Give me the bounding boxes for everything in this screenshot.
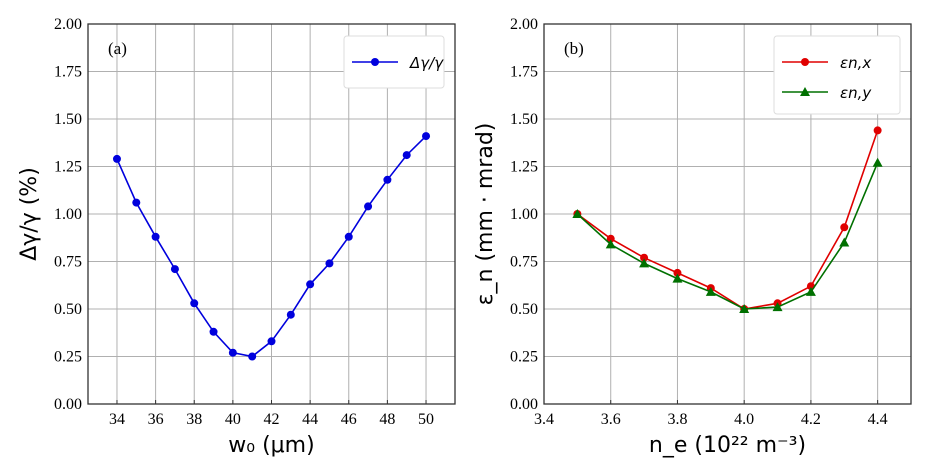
x-tick-label: 36 (148, 411, 164, 428)
data-point (112, 154, 121, 163)
legend-entry: Δγ/γ (409, 54, 444, 72)
data-point (805, 286, 816, 296)
axes-frame (87, 23, 456, 405)
data-point (606, 234, 615, 243)
chart-panel-b: 3.4 3.6 3.8 4.0 4.2 4.4 0.00 0.25 0.50 0.75 1.00 1.… (473, 16, 912, 458)
x-tick-label: 3.6 (601, 411, 621, 428)
data-point (639, 258, 650, 268)
y-tick-label: 2.00 (510, 16, 538, 33)
series-1 (572, 157, 883, 313)
data-point (839, 237, 850, 247)
y-tick-label: 0.75 (510, 254, 538, 271)
data-point (873, 126, 882, 135)
y-axis-label: ε_n (mm · mrad) (473, 123, 498, 306)
y-tick-label: 1.25 (54, 159, 82, 176)
data-point (151, 232, 160, 241)
series-0 (573, 126, 882, 313)
y-tick-label: 0.25 (54, 349, 82, 366)
data-point (228, 348, 237, 357)
x-tick-label: 3.4 (534, 411, 554, 428)
legend-marker (371, 58, 379, 66)
x-axis-label: n_e (10²² m⁻³) (649, 433, 806, 458)
legend: εn,x εn,y (773, 35, 901, 115)
data-point (286, 310, 295, 319)
series-0 (112, 132, 431, 361)
y-tick-label: 1.75 (510, 64, 538, 81)
data-point (422, 132, 431, 141)
data-point (673, 268, 682, 277)
x-tick-label: 38 (186, 411, 202, 428)
x-tick-label: 42 (264, 411, 280, 428)
data-point (383, 175, 392, 184)
y-tick-label: 0.25 (510, 349, 538, 366)
panel-label: (b) (564, 39, 584, 58)
data-point (672, 273, 683, 283)
series-line (576, 162, 879, 310)
legend-marker (800, 87, 810, 96)
data-point (325, 259, 334, 268)
x-tick-label: 46 (341, 411, 357, 428)
axes-frame (543, 23, 912, 405)
data-point (739, 304, 750, 313)
y-tick-label: 0.50 (54, 301, 82, 318)
y-tick-label: 0.00 (510, 396, 538, 413)
panel-label: (a) (108, 39, 127, 58)
x-tick-label: 3.8 (667, 411, 687, 428)
series-line (576, 130, 879, 310)
y-tick-label: 0.00 (54, 396, 82, 413)
y-tick-label: 2.00 (54, 16, 82, 33)
data-point (572, 209, 583, 218)
data-point (344, 232, 353, 241)
data-point (605, 239, 616, 249)
data-point (248, 352, 257, 361)
x-tick-label: 4.2 (801, 411, 821, 428)
data-point (306, 280, 315, 289)
x-tick-label: 4.4 (868, 411, 888, 428)
y-tick-label: 0.50 (510, 301, 538, 318)
data-point (190, 299, 199, 308)
data-point (402, 151, 411, 160)
data-point (170, 265, 179, 274)
x-axis-label: w₀ (μm) (228, 433, 314, 458)
x-tick-label: 48 (379, 411, 395, 428)
data-point (840, 223, 849, 232)
y-tick-label: 1.50 (54, 111, 82, 128)
data-point (872, 157, 883, 167)
x-tick-label: 34 (109, 411, 125, 428)
y-tick-label: 1.75 (54, 64, 82, 81)
y-tick-label: 0.75 (54, 254, 82, 271)
legend: Δγ/γ (343, 35, 445, 89)
data-point (267, 337, 276, 346)
legend-box (773, 35, 901, 115)
chart-panel-a: 34 36 38 40 42 44 46 48 50 0.00 0.25 0.50 0.75 1.00 1.… (17, 16, 456, 458)
legend-entry: εn,y (840, 84, 872, 102)
data-point (132, 198, 141, 207)
data-point (772, 302, 783, 312)
y-axis-label: Δγ/γ (%) (17, 167, 42, 261)
y-tick-label: 1.00 (54, 206, 82, 223)
x-tick-label: 44 (302, 411, 318, 428)
x-tick-label: 4.0 (734, 411, 754, 428)
legend-marker (801, 58, 809, 66)
data-point (209, 327, 218, 336)
data-point (640, 253, 649, 262)
y-tick-label: 1.25 (510, 159, 538, 176)
data-point (364, 202, 373, 211)
legend-entry: εn,x (840, 54, 871, 72)
data-point (705, 286, 716, 296)
x-tick-label: 50 (418, 411, 434, 428)
x-tick-label: 40 (225, 411, 241, 428)
y-tick-label: 1.50 (510, 111, 538, 128)
y-tick-label: 1.00 (510, 206, 538, 223)
